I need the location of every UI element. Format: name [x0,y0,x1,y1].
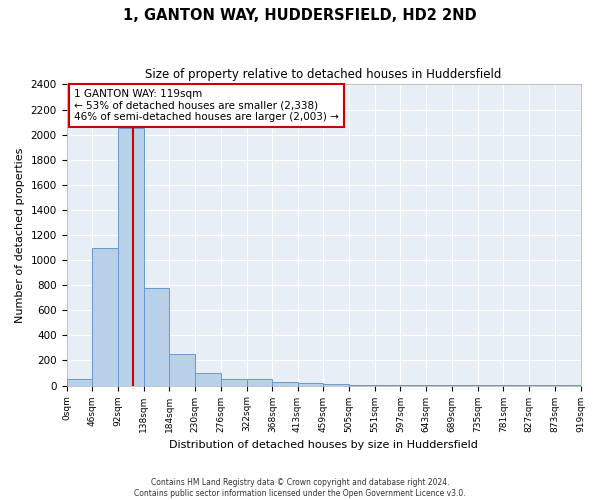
Text: 1, GANTON WAY, HUDDERSFIELD, HD2 2ND: 1, GANTON WAY, HUDDERSFIELD, HD2 2ND [123,8,477,22]
Bar [118,128,144,386]
Bar [247,380,272,386]
Bar [349,385,374,386]
Bar [400,385,426,386]
Text: Contains HM Land Registry data © Crown copyright and database right 2024.
Contai: Contains HM Land Registry data © Crown c… [134,478,466,498]
Bar [221,380,247,386]
Bar [169,354,195,386]
Y-axis label: Number of detached properties: Number of detached properties [15,148,25,322]
Text: 1 GANTON WAY: 119sqm
← 53% of detached houses are smaller (2,338)
46% of semi-de: 1 GANTON WAY: 119sqm ← 53% of detached h… [74,89,339,122]
Title: Size of property relative to detached houses in Huddersfield: Size of property relative to detached ho… [145,68,502,80]
Bar [374,385,400,386]
Bar [92,248,118,386]
Bar [298,383,323,386]
Bar [323,384,349,386]
Bar [272,382,298,386]
Bar [67,380,92,386]
Bar [426,385,452,386]
Bar [452,385,478,386]
Bar [195,373,221,386]
X-axis label: Distribution of detached houses by size in Huddersfield: Distribution of detached houses by size … [169,440,478,450]
Bar [144,288,169,386]
